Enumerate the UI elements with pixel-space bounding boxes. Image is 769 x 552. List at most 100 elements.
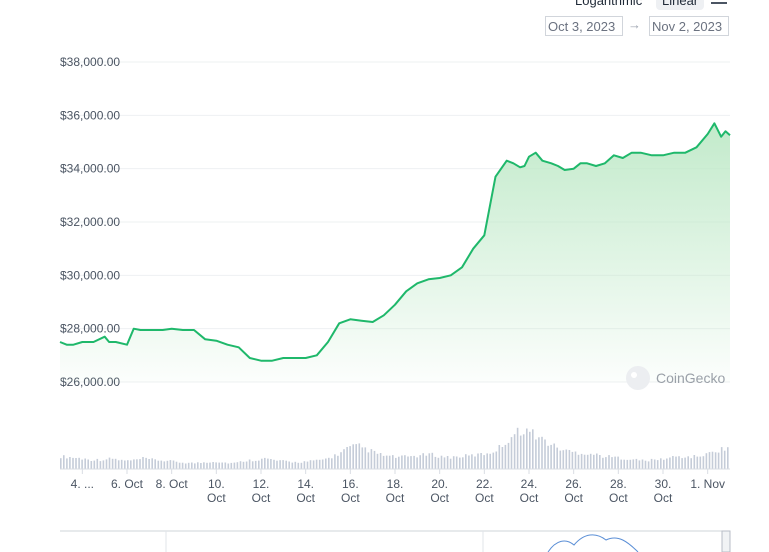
x-tick-label: 18. (387, 477, 404, 491)
volume-bar (641, 459, 644, 469)
volume-bar (504, 444, 507, 469)
volume-bar (398, 456, 400, 469)
volume-bar (328, 457, 330, 469)
volume-bar (364, 447, 367, 469)
volume-bar (650, 458, 653, 469)
volume-bar (727, 447, 729, 469)
volume-bar (675, 456, 677, 469)
volume-bar (309, 460, 312, 469)
volume-bar (191, 462, 193, 469)
volume-bar (599, 455, 601, 469)
volume-bar (428, 453, 431, 469)
volume-bar (465, 454, 467, 469)
volume-bar (148, 459, 150, 469)
volume-bar (586, 454, 589, 469)
y-tick-label: $32,000.00 (60, 215, 120, 229)
volume-bar (233, 462, 236, 469)
volume-bar (626, 459, 629, 469)
date-to-input[interactable]: Nov 2, 2023 (649, 16, 729, 36)
volume-bar (653, 459, 656, 469)
navigator[interactable] (60, 530, 731, 552)
volume-bar (678, 456, 680, 469)
volume-bar (315, 459, 318, 469)
volume-bar (203, 462, 205, 469)
navigator-series (547, 534, 639, 552)
volume-bar (647, 461, 650, 469)
volume-bar (163, 461, 166, 469)
volume-bar (425, 455, 428, 469)
menu-icon[interactable] (711, 0, 727, 6)
volume-bar (187, 462, 190, 469)
volume-bar (87, 459, 89, 469)
volume-bar (392, 455, 394, 469)
navigator-handle[interactable] (721, 530, 731, 552)
volume-bar (349, 446, 351, 469)
volume-bar (154, 459, 156, 469)
logarithmic-toggle[interactable]: Logarithmic (575, 0, 643, 8)
volume-bar (437, 457, 440, 469)
volume-bar (565, 449, 568, 469)
watermark-text: CoinGecko (656, 370, 725, 386)
volume-bar (279, 460, 281, 469)
x-tick-label: 10. (208, 477, 225, 491)
volume-bar (596, 453, 598, 469)
volume-bar (656, 460, 659, 469)
volume-bar (486, 453, 488, 469)
volume-bar (297, 462, 300, 469)
volume-bar (620, 459, 622, 469)
volume-bar (142, 457, 144, 469)
volume-bar (617, 456, 619, 469)
volume-bar (513, 434, 516, 469)
volume-bar (251, 461, 254, 469)
volume-bar (325, 458, 327, 469)
y-tick-label: $38,000.00 (60, 55, 120, 69)
volume-bar (236, 462, 239, 469)
volume-bar (318, 459, 321, 469)
y-tick-label: $30,000.00 (60, 268, 120, 282)
volume-bar (663, 459, 665, 469)
volume-bar (294, 461, 297, 469)
volume-bar (541, 436, 543, 469)
volume-bars (60, 427, 729, 469)
volume-bar (300, 462, 303, 469)
volume-bar (282, 460, 284, 469)
volume-bar (151, 458, 153, 469)
volume-bar (404, 455, 406, 469)
volume-bar (498, 445, 501, 469)
volume-bar (422, 453, 424, 469)
y-tick-label: $34,000.00 (60, 162, 120, 176)
volume-bar (337, 455, 339, 469)
volume-bar (720, 447, 723, 469)
volume-bar (124, 460, 126, 469)
volume-bar (449, 458, 452, 469)
volume-bar (510, 437, 513, 469)
volume-bar (395, 457, 397, 469)
x-tick-label: 14. (297, 477, 314, 491)
volume-bar (321, 459, 324, 469)
x-tick-label: 16. (342, 477, 359, 491)
volume-bar (638, 460, 641, 469)
arrow-right-icon: → (628, 17, 641, 32)
volume-bar (556, 447, 558, 469)
volume-bar (215, 462, 217, 469)
volume-bar (379, 453, 382, 469)
volume-bar (212, 462, 214, 469)
y-tick-label: $36,000.00 (60, 108, 120, 122)
volume-bar (455, 456, 458, 469)
volume-bar (96, 458, 99, 469)
coingecko-watermark: CoinGecko (626, 366, 725, 390)
x-axis-labels: 4. ... 6. Oct 8. Oct 10.Oct12.Oct14.Oct16.O… (71, 469, 725, 505)
volume-bar (580, 453, 583, 469)
date-from-input[interactable]: Oct 3, 2023 (545, 16, 623, 36)
x-tick-label: Oct (207, 491, 226, 505)
volume-bar (717, 452, 720, 469)
volume-bar (538, 437, 540, 469)
volume-bar (221, 462, 223, 469)
volume-bar (288, 461, 290, 469)
x-tick-label: 1. Nov (690, 477, 725, 491)
volume-bar (63, 455, 65, 469)
linear-toggle[interactable]: Linear (656, 0, 705, 10)
volume-bar (501, 447, 504, 469)
volume-bar (343, 449, 345, 469)
